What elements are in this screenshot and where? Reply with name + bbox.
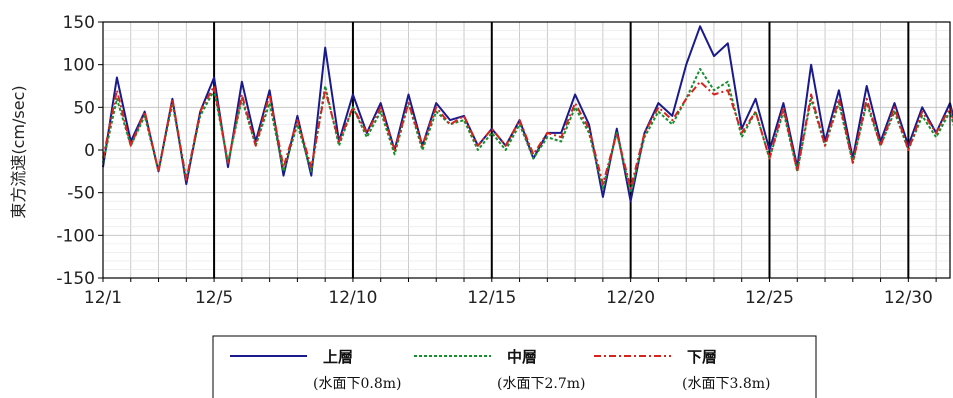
- x-tick-label: 12/10: [328, 288, 377, 308]
- y-axis-label: 東方流速(cm/sec): [9, 85, 28, 218]
- legend-sublabel-2: (水面下2.7m): [497, 376, 585, 392]
- legend-box: [212, 335, 817, 398]
- legend-label-3: 下層: [687, 348, 717, 366]
- axis-ticks: -150 -100 -50 0 50 100 150 12/1 12/5 12/10 12/15 12…: [56, 13, 937, 308]
- y-tick-label: -50: [67, 184, 95, 204]
- y-tick-label: -150: [56, 269, 95, 289]
- x-tick-label: 12/20: [606, 288, 655, 308]
- x-tick-label: 12/15: [467, 288, 516, 308]
- series-line-3: [102, 80, 953, 190]
- x-tick-label: 12/1: [84, 288, 122, 308]
- y-tick-label: 50: [73, 98, 95, 118]
- legend-sublabel-1: (水面下0.8m): [313, 376, 401, 392]
- legend-label-1: 上層: [323, 348, 353, 366]
- x-tick-label: 12/30: [884, 288, 933, 308]
- x-tick-label: 12/25: [745, 288, 794, 308]
- y-tick-label: 150: [63, 13, 95, 33]
- gridlines: [102, 21, 950, 279]
- series-lines: [102, 25, 953, 203]
- legend-sublabel-3: (水面下3.8m): [682, 376, 770, 392]
- series-line-1: [102, 25, 953, 203]
- legend-label-2: 中層: [507, 348, 537, 366]
- series-line-2: [102, 67, 953, 194]
- legend: 上層 (水面下0.8m) 中層 (水面下2.7m) 下層 (水面下3.8m): [212, 335, 817, 398]
- y-tick-label: -100: [56, 226, 95, 246]
- y-tick-label: 0: [84, 141, 95, 161]
- x-tick-label: 12/5: [195, 288, 233, 308]
- y-tick-label: 100: [63, 56, 95, 76]
